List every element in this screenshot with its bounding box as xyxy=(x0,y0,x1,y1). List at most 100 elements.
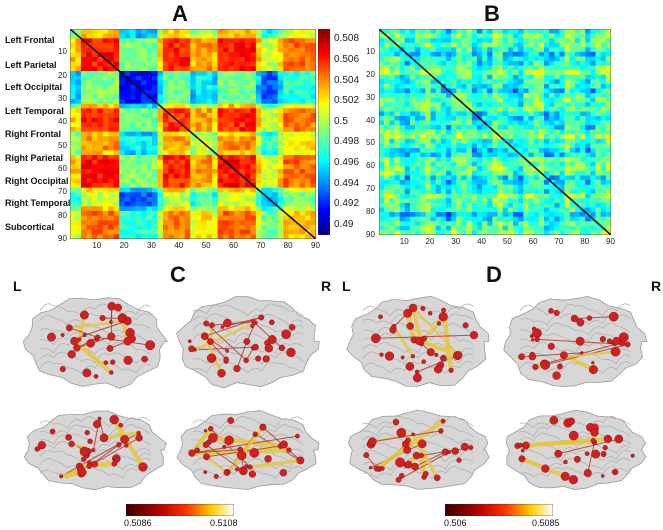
matrix-b-cell xyxy=(379,79,385,85)
brain-node xyxy=(455,351,463,359)
matrix-a-cell xyxy=(146,47,153,53)
matrix-b-cell xyxy=(513,125,519,131)
matrix-a-cell xyxy=(212,187,218,193)
matrix-b-cell xyxy=(523,212,529,218)
matrix-b-cell xyxy=(420,120,426,126)
matrix-a-cell xyxy=(261,99,268,105)
matrix-b-cell xyxy=(394,221,401,227)
matrix-a-cell xyxy=(80,47,87,53)
matrix-b-x-tick: 40 xyxy=(477,237,487,246)
matrix-b-cell xyxy=(482,111,488,117)
matrix-b-cell xyxy=(590,134,596,140)
matrix-a-cell xyxy=(130,220,136,226)
brain-node xyxy=(99,315,106,322)
brain-node xyxy=(217,368,226,378)
matrix-b-cell xyxy=(482,61,488,67)
brain-edge xyxy=(204,316,262,337)
matrix-b-cell xyxy=(528,225,535,231)
brain-node xyxy=(377,466,383,471)
matrix-b-cell xyxy=(404,138,411,144)
matrix-a-cell xyxy=(141,38,147,44)
matrix-a-cell xyxy=(305,131,311,137)
matrix-a-cell xyxy=(157,155,164,161)
matrix-a-cell xyxy=(239,71,246,77)
matrix-a-cell xyxy=(206,187,213,193)
matrix-a-cell xyxy=(190,61,197,67)
matrix-b-cell xyxy=(440,125,447,131)
matrix-a-cell xyxy=(299,57,306,63)
matrix-a-cell xyxy=(305,75,311,81)
matrix-b-cell xyxy=(415,157,421,163)
matrix-a-cell xyxy=(266,71,273,77)
matrix-a-cell xyxy=(305,173,311,179)
matrix-a-cell xyxy=(130,169,136,175)
colorbar-tick: 0.506 xyxy=(334,53,360,65)
matrix-a-cell xyxy=(157,127,164,133)
matrix-a-cell xyxy=(190,94,197,100)
matrix-b-cell xyxy=(574,143,581,149)
matrix-b-cell xyxy=(420,33,426,39)
matrix-a-cell xyxy=(141,61,147,67)
matrix-b-cell xyxy=(492,212,498,218)
matrix-b-cell xyxy=(569,189,576,195)
brain-node xyxy=(438,428,444,434)
matrix-b-cell xyxy=(492,134,498,140)
matrix-b-cell xyxy=(471,166,478,172)
matrix-b-cell xyxy=(605,138,611,144)
matrix-b-cell xyxy=(549,189,555,195)
brain-edge xyxy=(194,321,256,351)
matrix-b-cell xyxy=(600,221,607,227)
matrix-b-cell xyxy=(580,106,586,112)
matrix-a-cell xyxy=(310,66,316,72)
matrix-a-cell xyxy=(305,201,311,207)
matrix-b-cell xyxy=(533,212,540,218)
matrix-a-cell xyxy=(91,173,98,179)
matrix-b-cell xyxy=(497,88,504,94)
matrix-a-cell xyxy=(75,75,82,81)
matrix-a-cell xyxy=(212,75,218,81)
matrix-b-cell xyxy=(440,74,447,80)
matrix-a-cell xyxy=(250,29,257,35)
matrix-a-cell xyxy=(310,80,316,86)
matrix-b-cell xyxy=(549,216,555,222)
matrix-b-cell xyxy=(569,97,576,103)
matrix-b-cell xyxy=(409,61,416,67)
matrix-a-cell xyxy=(195,229,202,235)
matrix-a-cell xyxy=(250,131,257,137)
matrix-a-cell xyxy=(168,155,175,161)
matrix-a-cell xyxy=(86,47,93,53)
matrix-a-cell xyxy=(223,206,229,212)
matrix-a-cell xyxy=(244,103,251,109)
matrix-b-cell xyxy=(404,47,411,53)
matrix-a-cell xyxy=(288,99,295,105)
matrix-b-cell xyxy=(466,111,473,117)
matrix-b-cell xyxy=(559,129,565,135)
matrix-b-cell xyxy=(580,51,586,57)
matrix-a-cell xyxy=(223,113,229,119)
matrix-a-cell xyxy=(277,52,284,58)
matrix-b-cell xyxy=(415,29,421,34)
matrix-b-cell xyxy=(595,88,602,94)
matrix-a-cell xyxy=(108,38,115,44)
matrix-a-cell xyxy=(266,113,273,119)
brain-edge xyxy=(412,307,460,356)
matrix-b-cell xyxy=(394,134,401,140)
matrix-b-cell xyxy=(446,175,452,181)
matrix-a-cell xyxy=(119,141,126,147)
matrix-a-cell xyxy=(288,113,295,119)
matrix-b-cell xyxy=(585,102,591,108)
matrix-b-cell xyxy=(559,106,565,112)
matrix-b-cell xyxy=(451,111,457,117)
matrix-b-cell xyxy=(446,221,452,227)
matrix-b-cell xyxy=(456,157,462,163)
matrix-b-cell xyxy=(384,230,390,235)
brain-node xyxy=(262,355,270,363)
matrix-a-cell xyxy=(277,201,284,207)
matrix-a-cell xyxy=(277,85,284,91)
matrix-a-cell xyxy=(223,85,229,91)
matrix-b-cell xyxy=(435,202,442,208)
matrix-b-cell xyxy=(409,207,416,213)
matrix-b-cell xyxy=(451,216,457,222)
matrix-a-cell xyxy=(266,164,273,170)
matrix-b-cell xyxy=(471,83,478,89)
